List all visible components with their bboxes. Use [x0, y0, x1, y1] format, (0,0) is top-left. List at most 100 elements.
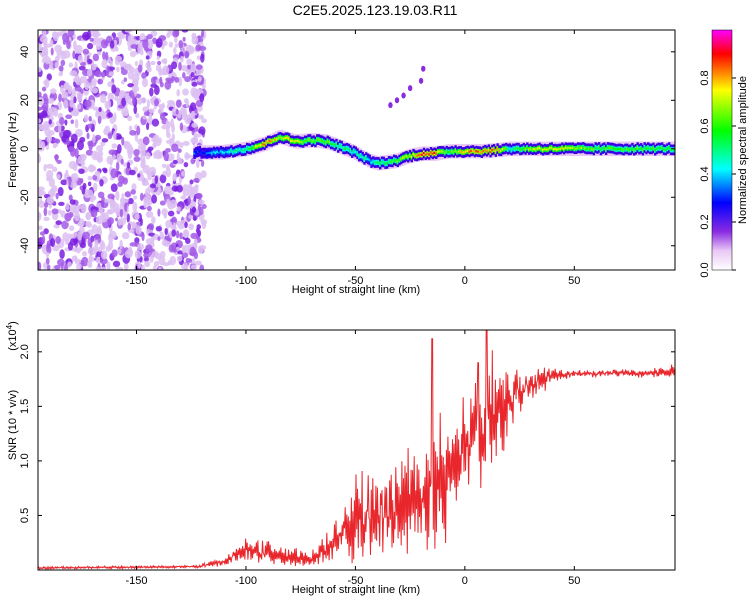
noise-dot: [64, 212, 72, 222]
ridge-core: [233, 150, 237, 153]
noise-dot: [167, 210, 175, 217]
noise-dot: [54, 154, 58, 162]
feature-point: [388, 102, 393, 109]
noise-dot: [132, 202, 138, 212]
ridge-core: [323, 140, 326, 144]
noise-dot: [154, 175, 159, 185]
noise-dot: [115, 266, 124, 270]
snr-multiplier-close: ): [7, 321, 19, 325]
noise-dot: [68, 194, 73, 201]
noise-dot: [52, 244, 60, 252]
ridge-core: [496, 147, 499, 150]
ridge-core: [585, 147, 589, 151]
noise-dot: [38, 66, 42, 73]
ridge-core: [345, 147, 349, 150]
noise-dot: [165, 147, 171, 153]
ridge-core: [547, 148, 550, 151]
ridge-core: [499, 149, 503, 152]
noise-dot: [182, 36, 186, 42]
noise-dot: [191, 35, 199, 45]
noise-dot: [140, 158, 146, 167]
noise-dot: [136, 125, 141, 136]
noise-dot: [146, 98, 150, 109]
ridge-core: [603, 146, 606, 149]
y-tick-label: 0.5: [19, 508, 31, 523]
noise-dot: [58, 71, 63, 77]
ridge-core: [242, 149, 245, 152]
ridge-core: [545, 148, 548, 151]
ridge-core: [317, 138, 321, 141]
noise-dot: [159, 231, 164, 240]
noise-dot: [76, 103, 82, 110]
ridge-core: [333, 144, 336, 147]
noise-dot: [100, 93, 107, 104]
noise-dot: [198, 126, 206, 136]
noise-dot: [174, 30, 180, 37]
noise-dot: [154, 98, 160, 107]
ridge-core: [340, 145, 343, 148]
ridge-core: [543, 148, 547, 151]
noise-dot: [69, 225, 75, 232]
ridge-core: [478, 150, 482, 153]
noise-dot: [145, 152, 151, 160]
noise-dot: [117, 248, 122, 254]
x-tick-label: -100: [235, 275, 257, 287]
ridge-core: [314, 140, 317, 143]
ridge-core: [196, 150, 200, 153]
noise-dot: [165, 219, 173, 229]
noise-dot: [59, 249, 65, 260]
ridge-core: [599, 148, 603, 151]
noise-dot: [79, 185, 84, 191]
ridge-core: [468, 150, 471, 153]
noise-dot: [184, 76, 191, 83]
noise-dot: [188, 258, 192, 263]
noise-dot: [200, 170, 207, 179]
ridge-core: [464, 150, 468, 153]
noise-dot: [196, 80, 204, 86]
ridge-core: [471, 149, 475, 152]
noise-dot: [39, 35, 48, 43]
noise-dot: [129, 130, 137, 136]
noise-dot: [108, 71, 114, 77]
noise-dot: [161, 124, 169, 130]
noise-dot: [140, 264, 146, 270]
noise-dot: [73, 96, 77, 104]
ridge-core: [305, 139, 308, 143]
noise-dot: [41, 86, 47, 92]
ridge-core: [515, 147, 519, 150]
noise-dot: [88, 115, 92, 122]
noise-dot: [165, 164, 170, 171]
noise-dot: [166, 132, 171, 139]
noise-dot: [128, 169, 136, 176]
noise-dot: [108, 230, 117, 239]
ridge-core: [414, 154, 417, 157]
colorbar-tick-label: 0.6: [699, 118, 711, 133]
noise-dot: [121, 136, 125, 146]
noise-dot: [121, 192, 125, 203]
noise-dot: [61, 220, 69, 230]
ridge-core: [258, 144, 261, 147]
noise-dot: [130, 44, 139, 49]
noise-dot: [100, 250, 108, 260]
noise-dot: [123, 262, 129, 270]
noise-dot: [147, 39, 154, 50]
noise-dot: [53, 108, 59, 118]
ridge-core: [561, 146, 564, 149]
ridge-core: [540, 148, 543, 151]
noise-dot: [200, 53, 205, 63]
ridge-core: [321, 139, 324, 143]
ridge-core: [646, 146, 650, 149]
noise-dot: [59, 116, 65, 125]
ridge-core: [349, 149, 352, 152]
noise-dot: [115, 161, 120, 172]
noise-dot: [43, 202, 49, 208]
noise-dot: [190, 264, 197, 270]
noise-dot: [193, 251, 199, 260]
noise-dot: [124, 191, 131, 198]
noise-dot: [139, 218, 143, 226]
ridge-core: [301, 141, 305, 144]
ridge-core: [275, 138, 279, 141]
noise-dot: [137, 96, 143, 105]
noise-dot: [63, 99, 69, 109]
